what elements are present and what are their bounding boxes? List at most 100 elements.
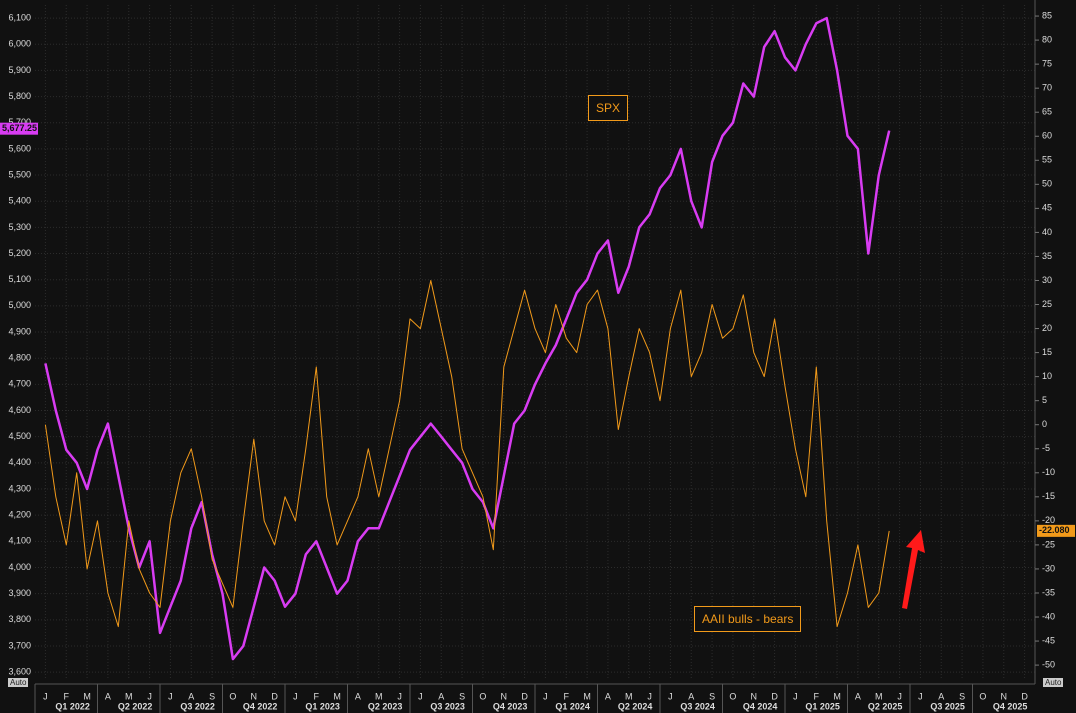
x-tick-label: F	[314, 691, 320, 701]
y-tick-label: 6,100	[8, 12, 31, 22]
y-tick-label: 5,300	[8, 222, 31, 232]
y2-tick-label: 85	[1042, 10, 1052, 20]
y2-tick-label: -40	[1042, 611, 1055, 621]
y-tick-label: 4,000	[8, 562, 31, 572]
y2-tick-label: 55	[1042, 155, 1052, 165]
y-tick-label: 3,600	[8, 667, 31, 677]
quarter-label: Q3 2023	[430, 701, 465, 711]
y2-tick-label: -20	[1042, 515, 1055, 525]
y-tick-label: 5,500	[8, 169, 31, 179]
series-line	[44, 280, 890, 628]
x-tick-label: O	[229, 691, 236, 701]
y-tick-label: 6,000	[8, 39, 31, 49]
x-tick-label: M	[583, 691, 591, 701]
y2-tick-label: 25	[1042, 299, 1052, 309]
last-value-label: -22.080	[1039, 525, 1070, 535]
x-tick-label: J	[147, 691, 152, 701]
x-tick-label: D	[771, 691, 778, 701]
quarter-label: Q1 2025	[805, 701, 840, 711]
quarter-label: Q1 2024	[555, 701, 590, 711]
y2-tick-label: 70	[1042, 83, 1052, 93]
y-tick-label: 5,100	[8, 274, 31, 284]
x-tick-label: J	[918, 691, 923, 701]
y2-tick-label: -50	[1042, 659, 1055, 669]
arrow	[902, 530, 925, 609]
y2-tick-label: -10	[1042, 467, 1055, 477]
y-tick-label: 3,700	[8, 640, 31, 650]
x-tick-label: A	[605, 691, 611, 701]
x-tick-label: O	[979, 691, 986, 701]
x-tick-label: A	[938, 691, 944, 701]
y-tick-label: 4,200	[8, 510, 31, 520]
y-tick-label: 4,100	[8, 536, 31, 546]
x-tick-label: S	[959, 691, 965, 701]
x-tick-label: M	[125, 691, 133, 701]
quarter-label: Q1 2022	[55, 701, 90, 711]
x-tick-label: D	[1021, 691, 1028, 701]
y-tick-label: 5,200	[8, 248, 31, 258]
y2-tick-label: -30	[1042, 563, 1055, 573]
last-value-box	[0, 122, 38, 135]
x-tick-label: D	[521, 691, 528, 701]
x-tick-label: J	[43, 691, 48, 701]
annotation: SPX	[588, 95, 629, 121]
quarter-label: Q2 2024	[618, 701, 653, 711]
x-tick-label: A	[855, 691, 861, 701]
y2-tick-label: 35	[1042, 251, 1052, 261]
quarter-label: Q4 2022	[243, 701, 278, 711]
x-tick-label: F	[564, 691, 570, 701]
x-tick-label: J	[668, 691, 673, 701]
y-tick-label: 4,600	[8, 405, 31, 415]
y-tick-label: 3,800	[8, 614, 31, 624]
last-value-box	[1037, 524, 1075, 537]
x-tick-label: M	[83, 691, 91, 701]
x-tick-label: J	[793, 691, 798, 701]
auto-label: Auto	[8, 678, 29, 687]
y2-tick-label: -45	[1042, 635, 1055, 645]
x-tick-label: M	[333, 691, 341, 701]
y2-tick-label: 0	[1042, 419, 1047, 429]
x-tick-label: J	[168, 691, 173, 701]
x-tick-label: J	[543, 691, 548, 701]
auto-label: Auto	[1043, 678, 1064, 687]
x-tick-label: N	[751, 691, 758, 701]
y2-tick-label: 30	[1042, 275, 1052, 285]
y2-tick-label: 5	[1042, 395, 1047, 405]
y-tick-label: 4,400	[8, 457, 31, 467]
x-tick-label: S	[459, 691, 465, 701]
y-tick-label: 4,500	[8, 431, 31, 441]
x-tick-label: N	[1001, 691, 1008, 701]
x-tick-label: J	[647, 691, 652, 701]
quarter-label: Q3 2022	[180, 701, 215, 711]
y2-tick-label: -5	[1042, 443, 1050, 453]
x-tick-label: J	[897, 691, 902, 701]
y-tick-label: 4,700	[8, 379, 31, 389]
x-tick-label: S	[709, 691, 715, 701]
x-tick-label: M	[833, 691, 841, 701]
x-tick-label: J	[397, 691, 402, 701]
x-tick-label: O	[729, 691, 736, 701]
series-line	[44, 16, 891, 661]
x-tick-label: A	[438, 691, 444, 701]
x-tick-label: A	[688, 691, 694, 701]
y2-tick-label: 75	[1042, 59, 1052, 69]
x-tick-label: O	[479, 691, 486, 701]
y2-tick-label: 80	[1042, 34, 1052, 44]
quarter-label: Q2 2023	[368, 701, 403, 711]
last-value-label: 5,677.25	[2, 123, 37, 133]
y-tick-label: 4,900	[8, 326, 31, 336]
annotation: AAII bulls - bears	[694, 606, 802, 632]
y-tick-label: 5,700	[8, 117, 31, 127]
y-tick-label: 5,400	[8, 196, 31, 206]
y-tick-label: 4,800	[8, 353, 31, 363]
x-tick-label: J	[293, 691, 298, 701]
y-tick-label: 5,000	[8, 300, 31, 310]
x-tick-label: F	[814, 691, 820, 701]
y2-tick-label: 10	[1042, 371, 1052, 381]
x-tick-label: A	[355, 691, 361, 701]
y-tick-label: 3,900	[8, 588, 31, 598]
quarter-label: Q1 2023	[305, 701, 340, 711]
x-tick-label: M	[875, 691, 883, 701]
